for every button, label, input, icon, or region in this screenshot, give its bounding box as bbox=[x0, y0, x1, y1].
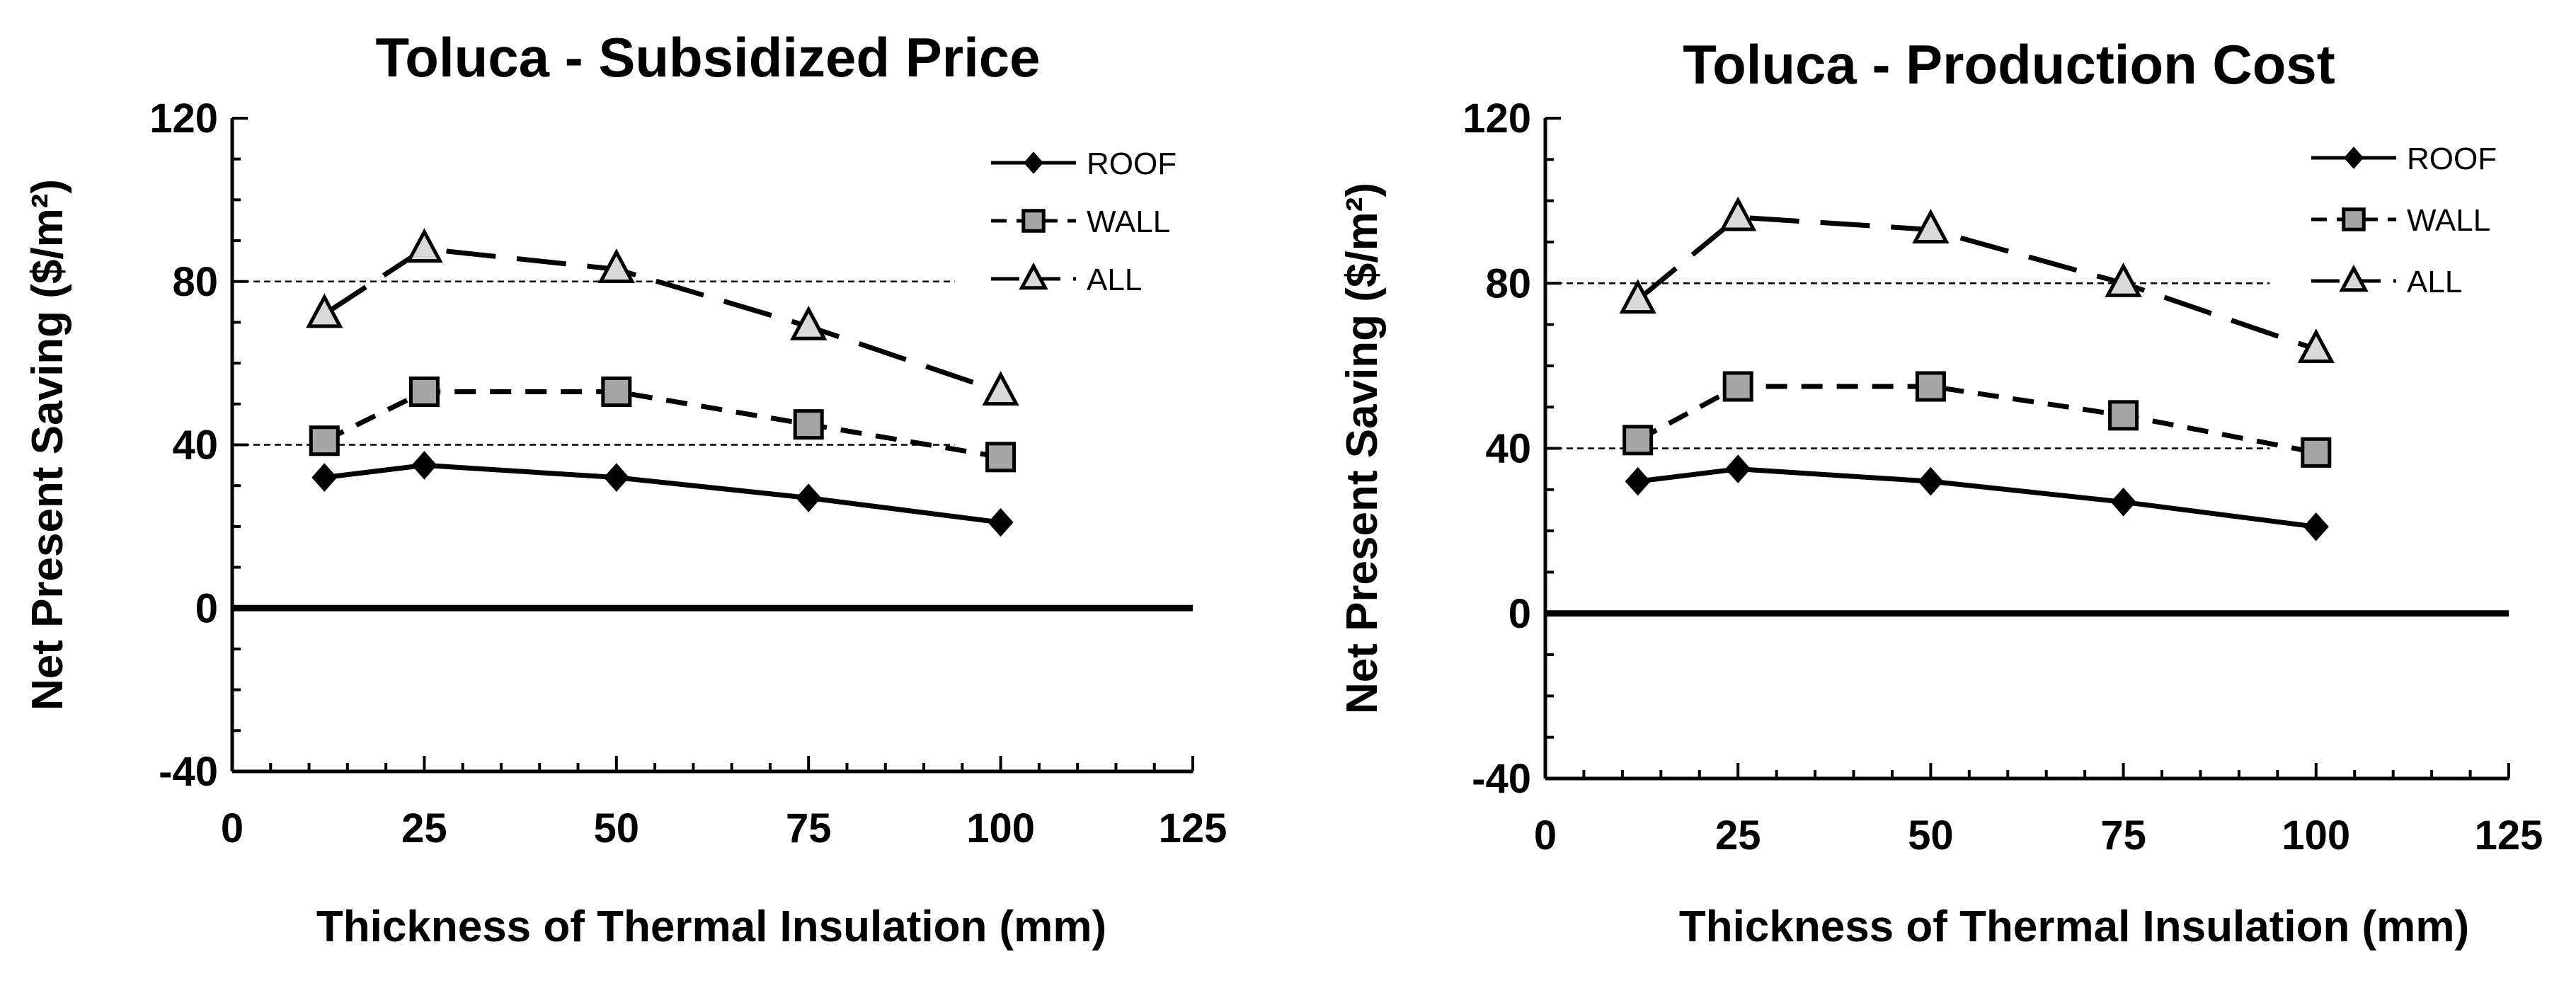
data-point-all bbox=[790, 305, 828, 340]
y-axis-label: Net Present Saving ($/m²) bbox=[1338, 183, 1387, 714]
data-point-all bbox=[1619, 279, 1656, 314]
data-point-wall bbox=[1722, 371, 1753, 402]
data-point-roof bbox=[1918, 466, 1944, 496]
data-point-all bbox=[597, 248, 635, 283]
x-tick-label: 0 bbox=[1534, 812, 1557, 858]
data-point-wall bbox=[601, 377, 632, 408]
x-tick-label: 100 bbox=[966, 805, 1035, 851]
legend-marker-roof bbox=[1023, 151, 1044, 174]
legend-marker-all bbox=[2339, 264, 2369, 292]
legend-marker-all bbox=[1019, 262, 1048, 290]
legend-label-all: ALL bbox=[2407, 265, 2462, 299]
y-tick-label: 0 bbox=[195, 585, 218, 631]
series-line-all bbox=[323, 246, 1002, 394]
x-axis-label: Thickness of Thermal Insulation (mm) bbox=[1679, 902, 2469, 951]
legend-label-wall: WALL bbox=[2407, 203, 2490, 238]
x-tick-label: 50 bbox=[594, 805, 640, 851]
x-tick-label: 125 bbox=[2475, 812, 2543, 858]
y-tick-label: -40 bbox=[1472, 756, 1531, 802]
chart-title: Toluca - Production Cost bbox=[1683, 33, 2335, 96]
y-axis-label: Net Present Saving ($/m²) bbox=[23, 179, 72, 711]
legend-marker-wall bbox=[1021, 209, 1046, 233]
x-tick-label: 0 bbox=[221, 805, 244, 851]
data-point-roof bbox=[311, 463, 338, 492]
legend-label-all: ALL bbox=[1087, 263, 1142, 297]
data-point-roof bbox=[2110, 488, 2136, 517]
data-point-wall bbox=[793, 409, 824, 440]
data-point-roof bbox=[988, 507, 1014, 537]
data-point-wall bbox=[2108, 400, 2139, 431]
data-point-wall bbox=[408, 377, 440, 408]
legend-marker-roof bbox=[2343, 147, 2364, 169]
data-point-wall bbox=[985, 442, 1017, 473]
y-tick-label: -40 bbox=[159, 749, 218, 795]
data-point-all bbox=[982, 371, 1019, 406]
y-tick-label: 40 bbox=[172, 423, 218, 469]
legend-label-roof: ROOF bbox=[2407, 142, 2497, 176]
series-line-wall bbox=[1637, 384, 2317, 455]
x-tick-label: 50 bbox=[1908, 812, 1954, 858]
legend-marker-wall bbox=[2342, 207, 2366, 231]
data-point-roof bbox=[796, 483, 822, 512]
y-tick-label: 80 bbox=[1485, 260, 1531, 306]
data-point-all bbox=[1719, 196, 1757, 231]
data-point-wall bbox=[309, 425, 340, 456]
data-point-roof bbox=[1725, 454, 1751, 483]
data-point-all bbox=[1912, 209, 1950, 243]
data-point-roof bbox=[603, 463, 629, 492]
x-tick-label: 25 bbox=[401, 805, 447, 851]
data-point-roof bbox=[411, 451, 437, 480]
x-tick-label: 75 bbox=[2100, 812, 2146, 858]
data-point-roof bbox=[1625, 466, 1651, 496]
x-tick-label: 100 bbox=[2282, 812, 2350, 858]
x-tick-label: 75 bbox=[786, 805, 832, 851]
data-point-all bbox=[2105, 262, 2142, 297]
y-tick-label: 80 bbox=[172, 259, 218, 305]
x-axis-label: Thickness of Thermal Insulation (mm) bbox=[316, 902, 1106, 951]
data-point-roof bbox=[2303, 512, 2329, 541]
y-tick-label: 120 bbox=[1462, 96, 1531, 142]
chart-title: Toluca - Subsidized Price bbox=[375, 26, 1040, 88]
x-tick-label: 25 bbox=[1715, 812, 1761, 858]
legend-label-roof: ROOF bbox=[1087, 147, 1177, 181]
data-point-all bbox=[306, 293, 343, 328]
y-tick-label: 0 bbox=[1509, 591, 1531, 637]
y-tick-label: 40 bbox=[1485, 426, 1531, 472]
legend-label-wall: WALL bbox=[1087, 205, 1170, 239]
data-point-wall bbox=[1622, 425, 1654, 456]
data-point-wall bbox=[1915, 371, 1946, 402]
data-point-wall bbox=[2301, 437, 2332, 468]
data-point-all bbox=[406, 228, 443, 263]
y-tick-label: 120 bbox=[149, 96, 218, 142]
x-tick-label: 125 bbox=[1159, 805, 1227, 851]
data-point-all bbox=[2297, 328, 2335, 364]
